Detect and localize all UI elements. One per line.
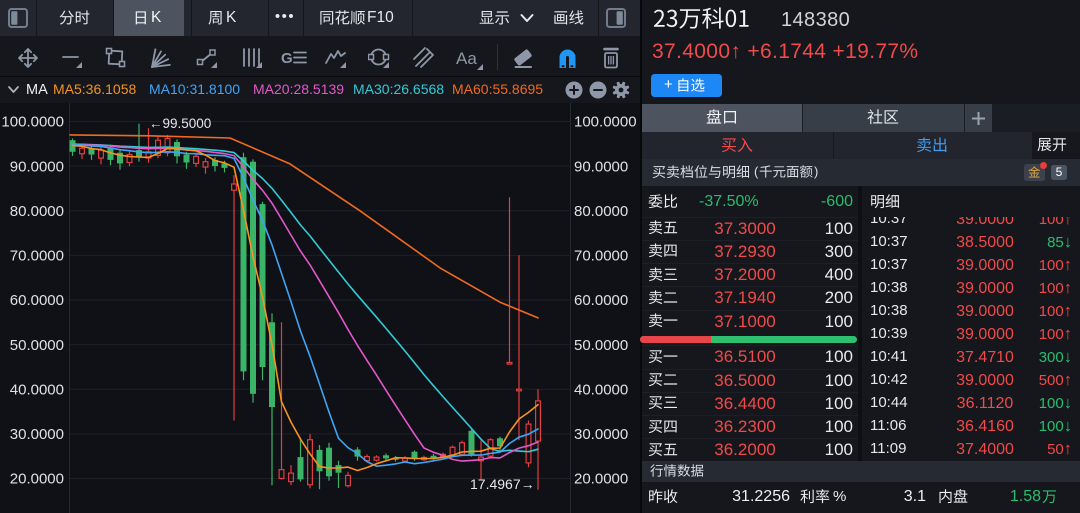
svg-text:40.0000: 40.0000 — [10, 381, 64, 398]
svg-text:100.0000: 100.0000 — [574, 114, 637, 131]
svg-text:90.0000: 90.0000 — [10, 158, 64, 175]
svg-text:80.0000: 80.0000 — [10, 203, 64, 220]
svg-text:30.0000: 30.0000 — [574, 426, 628, 443]
svg-text:←99.5000: ←99.5000 — [149, 116, 211, 131]
svg-text:20.0000: 20.0000 — [574, 471, 628, 488]
svg-text:40.0000: 40.0000 — [574, 381, 628, 398]
svg-text:80.0000: 80.0000 — [574, 203, 628, 220]
svg-text:90.0000: 90.0000 — [574, 158, 628, 175]
svg-text:70.0000: 70.0000 — [574, 248, 628, 265]
svg-text:60.0000: 60.0000 — [10, 292, 64, 309]
svg-text:70.0000: 70.0000 — [10, 248, 64, 265]
svg-text:60.0000: 60.0000 — [574, 292, 628, 309]
svg-text:100.0000: 100.0000 — [1, 114, 64, 131]
svg-text:20.0000: 20.0000 — [10, 471, 64, 488]
svg-text:17.4967→: 17.4967→ — [470, 476, 535, 492]
svg-text:50.0000: 50.0000 — [10, 337, 64, 354]
svg-text:Aa: Aa — [456, 49, 477, 68]
svg-text:G: G — [281, 50, 293, 67]
svg-text:30.0000: 30.0000 — [10, 426, 64, 443]
svg-text:50.0000: 50.0000 — [574, 337, 628, 354]
